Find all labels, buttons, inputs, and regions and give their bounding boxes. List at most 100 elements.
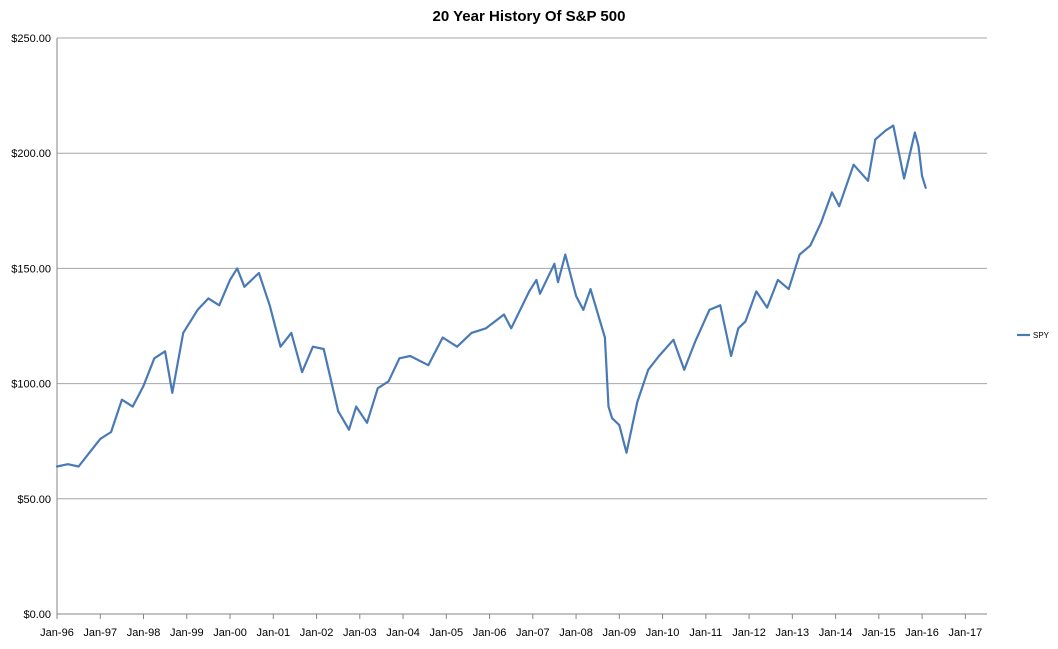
y-tick-label: $100.00 [11,379,51,391]
data-point [618,424,621,426]
data-point [485,327,487,330]
data-point [892,124,895,127]
x-tick-label: Jan-14 [819,627,853,639]
data-point [755,290,758,293]
x-tick-label: Jan-03 [343,627,377,639]
y-tick-label: $0.00 [23,609,51,621]
x-tick-label: Jan-12 [732,627,766,639]
data-point [694,341,696,344]
y-tick-label: $200.00 [11,148,51,160]
data-point [575,295,577,297]
data-point [914,131,916,134]
data-point [229,279,231,281]
data-point [142,385,145,387]
x-tick-label: Jan-06 [473,627,507,639]
data-point [99,437,102,440]
legend: SPY [1017,331,1050,340]
data-point [539,292,541,295]
data-point [744,320,747,323]
data-point [607,405,610,408]
data-point [196,308,199,311]
data-point [787,288,790,291]
data-point [387,380,390,383]
data-point [564,253,567,256]
data-point [171,391,174,394]
data-point [658,355,660,357]
data-point [917,145,920,148]
y-tick-label: $150.00 [11,263,51,275]
data-point [611,417,614,420]
data-point [683,368,686,371]
data-point [921,175,924,178]
data-point [257,272,260,274]
x-tick-label: Jan-15 [862,627,896,639]
data-point [279,345,282,348]
data-point [647,368,650,371]
data-point [636,401,639,403]
data-point [207,297,210,300]
data-point [355,405,358,408]
x-tick-label: Jan-04 [386,627,420,639]
data-point [503,313,505,316]
x-tick-label: Jan-05 [429,627,463,639]
data-point [243,285,246,288]
x-tick-label: Jan-08 [559,627,593,639]
data-point [322,348,325,350]
data-point [88,451,91,454]
data-point [510,327,513,330]
data-point [120,398,123,401]
data-point [867,179,869,182]
data-point [737,327,740,330]
data-point [672,338,675,341]
data-point [301,371,304,373]
data-point [441,336,444,339]
x-tick-label: Jan-98 [127,627,161,639]
data-point [924,186,927,189]
x-tick-label: Jan-11 [689,627,722,639]
x-tick-label: Jan-97 [83,627,117,639]
data-point [182,332,185,334]
data-point [589,288,592,291]
x-tick-label: Jan-13 [776,627,810,639]
data-point [348,428,350,431]
data-point [164,350,167,353]
x-tick-label: Jan-00 [213,627,247,639]
data-point [777,279,779,281]
series-line-spy [55,124,927,468]
data-point [903,177,905,180]
chart-title: 20 Year History Of S&P 500 [433,8,626,25]
data-point [427,364,430,367]
x-tick-label: Jan-96 [40,627,74,639]
data-point [66,463,69,466]
data-point [766,306,769,309]
data-point [131,405,134,408]
data-point [409,355,412,357]
data-point [553,262,556,265]
data-point [798,253,801,256]
data-point [337,410,340,413]
data-point [535,279,538,281]
data-point [456,345,459,348]
data-point [874,138,877,141]
x-tick-label: Jan-10 [646,627,680,639]
data-point [56,465,58,468]
x-tick-label: Jan-09 [603,627,637,639]
y-tick-label: $50.00 [17,494,51,506]
data-point [708,308,711,311]
data-point [820,221,823,224]
gridlines [57,37,987,500]
x-tick-label: Jan-17 [949,627,983,639]
x-tick-label: Jan-99 [170,627,204,639]
y-tick-label: $250.00 [11,33,51,45]
data-point [376,387,379,390]
data-point [470,332,473,334]
x-tick-label: Jan-16 [905,627,939,639]
data-point [366,421,368,424]
data-point [110,431,112,433]
data-point [398,357,401,360]
data-point [77,465,80,468]
data-point [218,304,221,307]
data-point [730,355,732,357]
data-point [582,308,585,311]
